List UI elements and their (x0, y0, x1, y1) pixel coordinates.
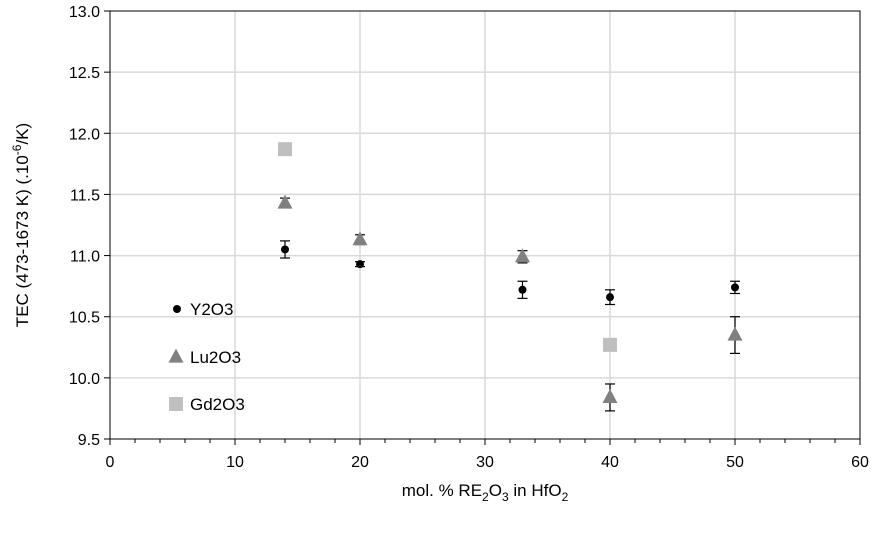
legend-label-gd2o3: Gd2O3 (190, 395, 245, 414)
x-tick-label: 0 (106, 454, 115, 471)
x-tick-label: 20 (351, 454, 369, 471)
y2o3-point (281, 245, 289, 254)
legend: Y2O3 Lu2O3 Gd2O3 (168, 300, 245, 414)
x-axis-title: mol. % RE2O3 in HfO2 (402, 481, 569, 504)
y2o3-point (518, 285, 527, 294)
x-tick-label: 10 (226, 454, 244, 471)
legend-marker-gd2o3 (169, 397, 183, 411)
y-tick-label: 12.0 (69, 126, 100, 143)
y-tick-label: 12.5 (69, 65, 100, 82)
gd2o3-point (278, 142, 292, 157)
x-tick-labels: 0 10 20 30 40 50 60 (106, 454, 869, 471)
error-bars (280, 197, 740, 412)
lu2o3-point (515, 248, 530, 263)
x-tick-label: 40 (601, 454, 619, 471)
y-tick-label: 11.5 (70, 187, 100, 204)
legend-marker-y2o3 (173, 305, 181, 313)
legend-label-y2o3: Y2O3 (190, 300, 233, 319)
gd2o3-point (603, 337, 617, 352)
axis-ticks (104, 10, 861, 445)
y-tick-label: 9.5 (78, 432, 100, 449)
lu2o3-point (352, 231, 368, 246)
x-tick-label: 30 (476, 454, 494, 471)
legend-marker-lu2o3 (168, 348, 184, 363)
y-axis-title: TEC (473-1673 K) (.10-6/K) (10, 123, 32, 327)
x-tick-label: 50 (726, 454, 744, 471)
lu2o3-point (727, 326, 743, 341)
y-tick-label: 13.0 (69, 4, 100, 21)
lu2o3-point (277, 194, 293, 209)
data-points (277, 142, 743, 404)
y-tick-label: 11.0 (70, 249, 100, 266)
y-tick-label: 10.0 (69, 371, 100, 388)
y2o3-point (606, 293, 614, 302)
gridlines (110, 11, 860, 439)
y-tick-labels: 9.5 10.0 10.5 11.0 11.5 12.0 12.5 13.0 (69, 4, 100, 449)
lu2o3-point (602, 389, 618, 404)
y2o3-point (356, 260, 364, 269)
legend-label-lu2o3: Lu2O3 (190, 348, 241, 367)
x-tick-label: 60 (851, 454, 869, 471)
y-tick-label: 10.5 (69, 310, 100, 327)
y2o3-point (731, 283, 739, 292)
